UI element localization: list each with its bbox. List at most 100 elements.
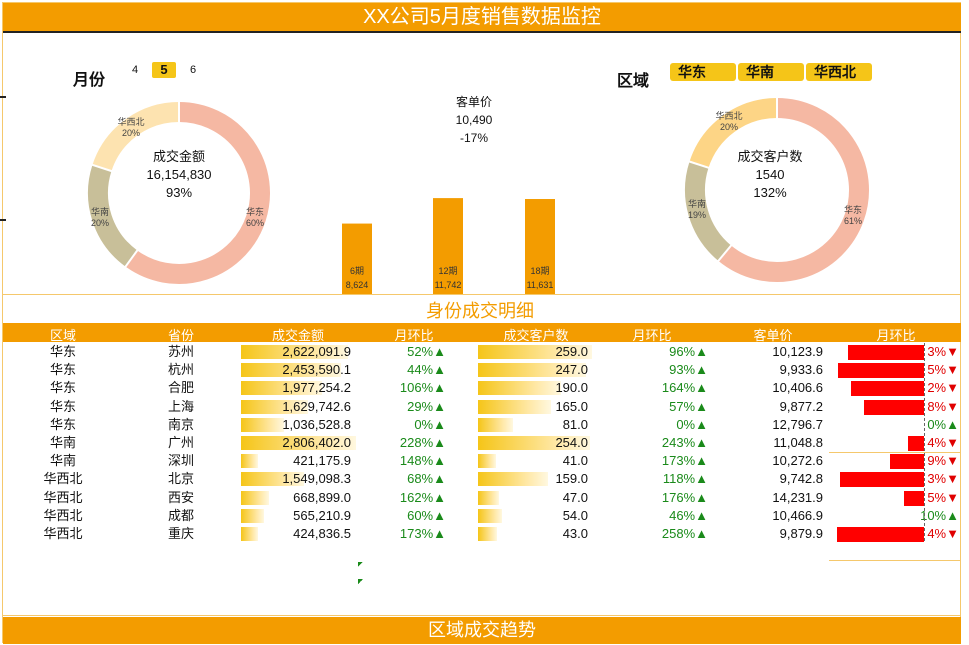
customers-title: 成交客户数: [737, 149, 803, 164]
table-row-unit-price-mom: 9%▼: [927, 453, 959, 468]
table-row-customers-mom: 118%▲: [662, 471, 708, 486]
title-divider: [3, 31, 961, 33]
amount-databar: [241, 381, 322, 395]
table-row-province: 杭州: [167, 362, 194, 377]
amount-donut-center: 成交金额 16,154,830 93%: [129, 148, 229, 202]
customers-databar: [478, 418, 513, 432]
table-row-unit-price: 14,231.9: [772, 490, 823, 505]
customers-databar: [478, 381, 561, 395]
amount-databar: [241, 509, 264, 523]
unit-price-kpi: 客单价 10,490 -17%: [436, 93, 512, 147]
month-button-6[interactable]: 6: [189, 64, 197, 76]
table-row-amount-mom: 162%▲: [399, 490, 446, 505]
table-row-customers: 81.0: [562, 417, 588, 432]
header-unit-price[interactable]: 客单价: [753, 328, 793, 343]
customers-databar: [478, 345, 592, 359]
unit-price-mom-bar: [864, 400, 924, 415]
table-row-unit-price: 11,048.8: [773, 435, 823, 450]
month-button-5[interactable]: 5: [152, 62, 176, 78]
table-row-unit-price: 9,742.8: [779, 471, 823, 486]
detail-section-title: 身份成交明细: [426, 301, 534, 321]
table-row-amount: 421,175.9: [293, 453, 351, 468]
table-row-customers: 165.0: [555, 399, 588, 414]
cell-comment-marker: [358, 562, 363, 567]
customers-value: 1540: [755, 167, 785, 182]
table-row-unit-price: 10,272.6: [772, 453, 823, 468]
region-button-huanan[interactable]: 华南: [738, 63, 804, 81]
table-row-unit-price-mom: 2%▼: [927, 380, 959, 395]
header-region[interactable]: 区域: [49, 328, 76, 343]
table-row-customers-mom: 0%▲: [676, 417, 708, 432]
table-row-unit-price-mom: 3%▼: [927, 471, 959, 486]
amount-change: 93%: [165, 185, 193, 200]
amount-segment-label: 华南 20%: [90, 207, 109, 228]
unit-price-change: -17%: [459, 131, 488, 145]
table-row-unit-price: 10,123.9: [772, 344, 823, 359]
customers-segment-label: 华东 61%: [843, 205, 862, 226]
customers-databar: [478, 454, 496, 468]
customers-databar: [478, 436, 590, 450]
customers-databar: [478, 491, 499, 505]
table-row-unit-price-mom: 4%▼: [927, 526, 959, 541]
table-row-amount: 2,806,402.0: [282, 435, 351, 450]
table-row-province: 北京: [167, 471, 194, 486]
amount-databar: [241, 491, 269, 505]
header-unit-price-mom[interactable]: 月环比: [876, 328, 916, 343]
customers-donut-chart: [685, 97, 869, 282]
table-row-unit-price-mom: 10%▲: [920, 508, 959, 523]
table-row-province: 西安: [167, 490, 194, 505]
table-row-province: 合肥: [167, 380, 194, 395]
table-row-customers: 54.0: [562, 508, 588, 523]
table-row-amount: 2,622,091.9: [282, 344, 351, 359]
customers-donut-center: 成交客户数 1540 132%: [720, 148, 820, 202]
table-row-customers: 41.0: [562, 453, 588, 468]
customers-donut-segment-1: [685, 161, 732, 261]
header-customers-mom[interactable]: 月环比: [632, 328, 672, 343]
customers-segment-label: 华南 19%: [687, 199, 706, 220]
month-button-4[interactable]: 4: [131, 64, 139, 76]
table-row-amount-mom: 60%▲: [407, 508, 446, 523]
amount-databar: [241, 418, 284, 432]
header-amount[interactable]: 成交金额: [271, 328, 324, 343]
table-row-province: 重庆: [167, 526, 194, 541]
table-row-customers-mom: 93%▲: [669, 362, 708, 377]
customers-donut-separator: [688, 160, 710, 170]
table-row-region: 华东: [49, 380, 76, 395]
term-bar-2: [525, 199, 555, 294]
table-row-amount-mom: 29%▲: [407, 399, 446, 414]
customers-databar: [478, 527, 497, 541]
table-row-unit-price-mom: 5%▼: [927, 490, 959, 505]
table-row-amount-mom: 228%▲: [399, 435, 446, 450]
header-province[interactable]: 省份: [167, 328, 194, 343]
table-row-customers-mom: 57%▲: [669, 399, 708, 414]
region-button-huadong[interactable]: 华东: [670, 63, 736, 81]
header-amount-mom[interactable]: 月环比: [394, 328, 434, 343]
header-customers[interactable]: 成交客户数: [503, 328, 569, 343]
amount-title: 成交金额: [152, 149, 205, 164]
customers-segment-label: 华西北 20%: [715, 111, 743, 132]
table-row-customers-mom: 96%▲: [669, 344, 708, 359]
table-row-amount-mom: 0%▲: [414, 417, 446, 432]
table-row-region: 华南: [49, 453, 76, 468]
term-bar-value-label: 8,624: [346, 280, 369, 290]
table-row-region: 华西北: [43, 526, 83, 541]
customers-donut-segment-2: [689, 98, 778, 169]
table-row-amount-mom: 173%▲: [399, 526, 446, 541]
row-tick-mark: [0, 219, 6, 221]
amount-donut-chart: [88, 101, 270, 284]
table-row-unit-price-mom: 3%▼: [927, 344, 959, 359]
amount-donut-segment-2: [92, 102, 180, 172]
term-bar-1: [433, 198, 463, 294]
databar-axis: [924, 343, 925, 541]
unit-price-value: 10,490: [455, 113, 493, 127]
unit-price-mom-bar: [851, 381, 924, 396]
table-row-amount: 1,629,742.6: [282, 399, 351, 414]
table-row-province: 深圳: [167, 453, 194, 468]
table-row-region: 华西北: [43, 471, 83, 486]
table-row-customers-mom: 176%▲: [661, 490, 708, 505]
table-row-unit-price-mom: 5%▼: [927, 362, 959, 377]
table-row-customers: 43.0: [562, 526, 588, 541]
region-button-huaxibei[interactable]: 华西北: [806, 63, 872, 81]
customers-donut-separator: [716, 244, 733, 263]
